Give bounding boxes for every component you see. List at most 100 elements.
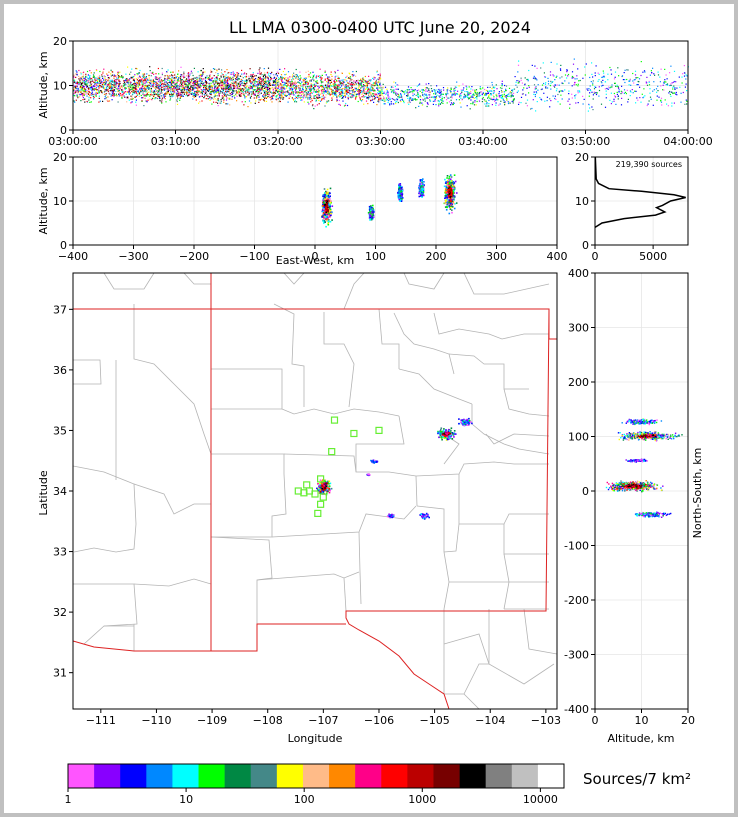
source-point bbox=[445, 96, 448, 98]
source-point bbox=[344, 79, 346, 81]
source-point bbox=[305, 97, 307, 99]
source-point bbox=[265, 81, 267, 83]
source-point bbox=[136, 74, 138, 76]
source-point bbox=[173, 95, 175, 97]
source-point bbox=[149, 82, 151, 84]
source-point bbox=[353, 94, 355, 96]
source-point bbox=[91, 89, 93, 91]
source-point bbox=[344, 87, 346, 89]
source-point bbox=[295, 87, 298, 89]
source-point bbox=[164, 75, 166, 77]
source-point bbox=[111, 92, 114, 94]
source-point bbox=[237, 76, 239, 78]
source-point bbox=[133, 78, 135, 81]
source-point bbox=[128, 88, 130, 90]
source-point bbox=[476, 91, 478, 94]
source-point bbox=[256, 87, 258, 89]
source-point bbox=[252, 86, 254, 88]
source-point bbox=[224, 83, 226, 85]
source-point bbox=[88, 90, 90, 92]
source-point bbox=[613, 78, 616, 80]
source-point bbox=[112, 88, 114, 90]
source-point bbox=[161, 102, 163, 104]
source-point bbox=[185, 91, 187, 93]
source-point bbox=[150, 72, 152, 74]
source-point bbox=[313, 83, 316, 85]
source-point bbox=[643, 88, 645, 90]
source-point bbox=[451, 95, 453, 97]
source-point bbox=[260, 72, 262, 74]
source-point bbox=[508, 101, 510, 103]
source-point bbox=[90, 86, 92, 88]
source-point bbox=[341, 72, 343, 74]
source-point bbox=[275, 83, 277, 85]
source-point bbox=[180, 82, 182, 84]
source-point bbox=[506, 95, 508, 97]
source-point bbox=[269, 84, 272, 86]
source-point bbox=[117, 89, 119, 91]
source-point bbox=[273, 91, 275, 93]
source-point bbox=[198, 96, 201, 98]
source-point bbox=[115, 83, 118, 85]
source-point bbox=[225, 76, 227, 78]
source-point bbox=[626, 69, 628, 71]
source-point bbox=[603, 75, 605, 77]
source-point bbox=[267, 80, 269, 82]
source-point bbox=[130, 102, 132, 104]
source-point bbox=[366, 82, 368, 84]
source-point bbox=[98, 97, 100, 99]
source-point bbox=[182, 87, 184, 89]
source-point bbox=[686, 90, 688, 92]
source-point bbox=[490, 90, 492, 92]
source-point bbox=[222, 86, 224, 88]
source-point bbox=[511, 100, 513, 103]
source-point bbox=[225, 103, 227, 105]
source-point bbox=[124, 83, 126, 86]
source-point bbox=[100, 90, 102, 92]
source-point bbox=[486, 102, 488, 104]
source-point bbox=[212, 98, 214, 100]
source-point bbox=[340, 93, 342, 96]
source-point bbox=[289, 78, 291, 80]
source-point bbox=[187, 72, 190, 74]
source-point bbox=[569, 107, 571, 109]
source-point bbox=[543, 82, 545, 85]
source-point bbox=[75, 82, 78, 85]
source-point bbox=[653, 73, 655, 75]
source-point bbox=[335, 92, 337, 94]
source-point bbox=[197, 84, 199, 86]
source-point bbox=[383, 103, 385, 105]
source-point bbox=[313, 80, 315, 82]
source-point bbox=[485, 100, 487, 102]
source-point bbox=[129, 89, 131, 91]
source-point bbox=[113, 75, 115, 78]
source-point bbox=[80, 81, 82, 83]
source-point bbox=[347, 77, 349, 79]
source-point bbox=[91, 78, 93, 80]
source-point bbox=[311, 88, 313, 90]
source-point bbox=[238, 91, 240, 93]
source-point bbox=[278, 77, 280, 79]
source-point bbox=[117, 73, 119, 75]
source-point bbox=[292, 91, 294, 93]
source-point bbox=[316, 80, 318, 82]
source-point bbox=[143, 95, 145, 97]
source-point bbox=[241, 101, 243, 103]
source-point bbox=[368, 88, 370, 90]
source-point bbox=[307, 83, 309, 85]
source-point bbox=[284, 68, 286, 70]
source-point bbox=[550, 80, 552, 82]
source-point bbox=[176, 84, 178, 87]
source-point bbox=[266, 88, 268, 90]
source-point bbox=[104, 78, 106, 80]
source-point bbox=[86, 84, 88, 86]
source-point bbox=[131, 87, 134, 89]
source-point bbox=[352, 89, 355, 91]
source-point bbox=[396, 98, 398, 100]
source-point bbox=[208, 97, 210, 99]
source-point bbox=[221, 81, 223, 83]
source-point bbox=[220, 81, 222, 83]
source-point bbox=[312, 76, 315, 78]
source-point bbox=[125, 78, 128, 80]
source-point bbox=[516, 80, 518, 82]
